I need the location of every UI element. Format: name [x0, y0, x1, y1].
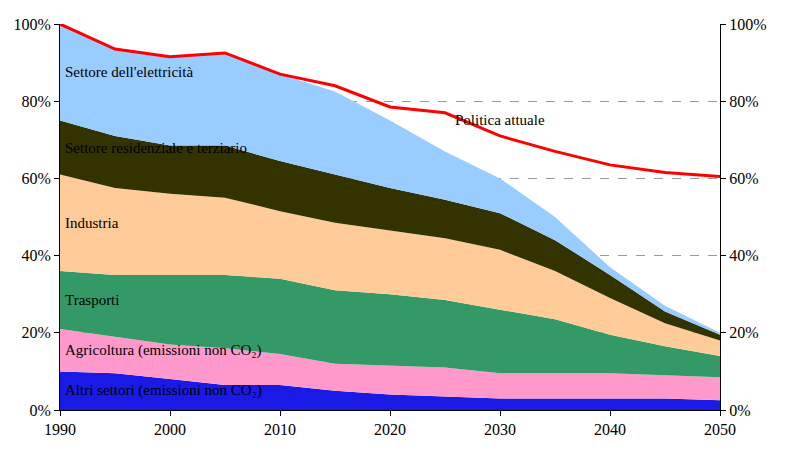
svg-text:Settore dell'elettricità: Settore dell'elettricità	[65, 64, 193, 80]
svg-text:2050: 2050	[704, 421, 736, 438]
svg-text:60%: 60%	[21, 170, 50, 187]
svg-text:0%: 0%	[29, 402, 50, 419]
svg-text:20%: 20%	[21, 324, 50, 341]
svg-text:Altri settori (emissioni non C: Altri settori (emissioni non CO₂)	[65, 382, 262, 399]
svg-text:100%: 100%	[729, 16, 766, 33]
svg-text:Settore residenziale e terziar: Settore residenziale e terziario	[65, 140, 247, 156]
svg-text:2000: 2000	[154, 421, 186, 438]
svg-text:2030: 2030	[484, 421, 516, 438]
svg-text:20%: 20%	[729, 324, 758, 341]
svg-text:2020: 2020	[374, 421, 406, 438]
svg-text:Trasporti: Trasporti	[65, 292, 119, 308]
svg-text:40%: 40%	[21, 247, 50, 264]
svg-text:40%: 40%	[729, 247, 758, 264]
svg-text:Agricoltura (emissioni non CO₂: Agricoltura (emissioni non CO₂)	[65, 342, 261, 359]
svg-text:1990: 1990	[44, 421, 76, 438]
svg-text:2010: 2010	[264, 421, 296, 438]
svg-text:100%: 100%	[13, 16, 50, 33]
svg-text:Politica attuale: Politica attuale	[455, 112, 545, 128]
svg-text:80%: 80%	[21, 93, 50, 110]
svg-text:0%: 0%	[729, 402, 750, 419]
svg-text:2040: 2040	[594, 421, 626, 438]
svg-text:Industria: Industria	[65, 215, 119, 231]
svg-text:60%: 60%	[729, 170, 758, 187]
svg-text:80%: 80%	[729, 93, 758, 110]
